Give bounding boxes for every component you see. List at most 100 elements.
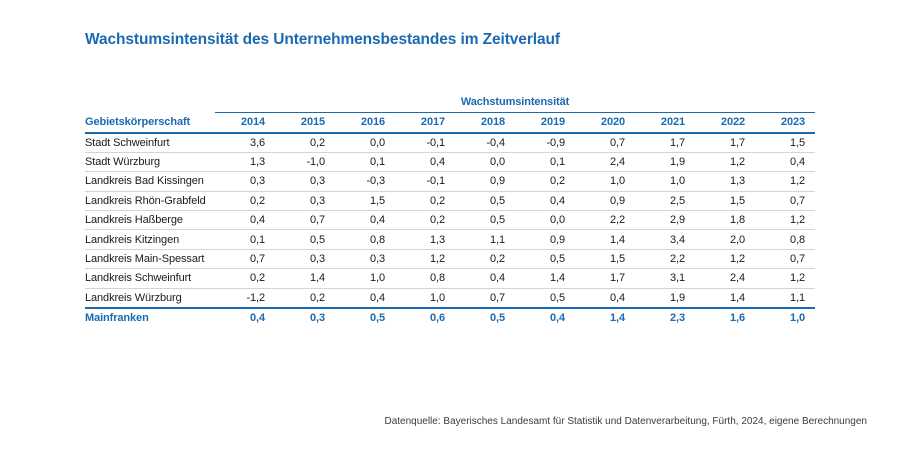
cell-value: 1,9 (635, 152, 695, 173)
cell-value: 0,2 (275, 133, 335, 153)
row-label: Stadt Schweinfurt (85, 133, 215, 153)
cell-value: 0,3 (275, 191, 335, 212)
row-label: Landkreis Würzburg (85, 288, 215, 309)
cell-value: 1,6 (730, 311, 745, 324)
cell-value: 1,2 (395, 249, 455, 270)
column-header-year: 2017 (395, 112, 455, 134)
cell-value: 0,3 (275, 249, 335, 270)
cell-value: 3,6 (215, 133, 275, 153)
table-row: Landkreis Bad Kissingen 0,3 0,3 -0,3 -0,1 0,9… (85, 171, 816, 192)
cell-value: 1,0 (790, 311, 806, 324)
cell-value: 1,7 (695, 133, 755, 153)
cell-value: 1,4 (575, 229, 635, 250)
cell-value: 0,4 (755, 152, 816, 173)
cell-value: -0,1 (395, 171, 455, 192)
cell-value: -1,0 (275, 152, 335, 173)
cell-value: 1,5 (755, 133, 816, 153)
row-label: Landkreis Haßberge (85, 210, 215, 231)
cell-value: 1,0 (575, 171, 635, 192)
cell-value: 0,4 (455, 268, 515, 289)
cell-value: 1,2 (695, 152, 755, 173)
cell-value: 0,5 (490, 311, 505, 324)
year-header-row: Gebietskörperschaft 2014 2015 2016 2017 2018… (85, 112, 816, 134)
cell-value: 0,5 (455, 210, 515, 231)
page-title: Wachstumsintensität des Unternehmensbest… (85, 31, 560, 48)
cell-value: 1,8 (695, 210, 755, 231)
cell-value: 3,1 (635, 268, 695, 289)
cell-value: 2,2 (635, 249, 695, 270)
column-header-year: 2023 (755, 112, 816, 134)
cell-value: 0,2 (215, 268, 275, 289)
cell-value: 1,7 (575, 268, 635, 289)
cell-value: 1,0 (335, 268, 395, 289)
cell-value: 0,7 (755, 249, 816, 270)
cell-value: 1,7 (635, 133, 695, 153)
cell-value: 0,2 (275, 288, 335, 309)
table-row: Landkreis Rhön-Grabfeld 0,2 0,3 1,5 0,2 0,5 0,… (85, 191, 816, 212)
cell-value: 1,0 (635, 171, 695, 192)
cell-value: 1,2 (755, 171, 816, 192)
table-row: Landkreis Kitzingen 0,1 0,5 0,8 1,3 1,1 0,9 1,4… (85, 229, 816, 250)
row-label: Landkreis Rhön-Grabfeld (85, 191, 215, 212)
cell-value: 1,3 (395, 229, 455, 250)
column-header-year: 2014 (215, 112, 275, 134)
column-header-year: 2018 (455, 112, 515, 134)
cell-value: 0,7 (575, 133, 635, 153)
cell-value: 0,6 (430, 311, 445, 324)
cell-value: 2,0 (695, 229, 755, 250)
cell-value: 2,3 (670, 311, 685, 324)
cell-value: 1,4 (515, 268, 575, 289)
table-row: Landkreis Würzburg -1,2 0,2 0,4 1,0 0,7 0,5 0,4… (85, 288, 816, 309)
cell-value: 1,2 (755, 210, 816, 231)
cell-value: 1,0 (395, 288, 455, 309)
table-header: Wachstumsintensität Gebietskörperschaft … (85, 90, 816, 134)
cell-value: -0,3 (335, 171, 395, 192)
cell-value: 1,5 (575, 249, 635, 270)
table-row: Stadt Schweinfurt 3,6 0,2 0,0 -0,1 -0,4 -0,9 0,… (85, 133, 816, 153)
cell-value: 0,1 (335, 152, 395, 173)
cell-value: 0,7 (215, 249, 275, 270)
cell-value: 0,8 (395, 268, 455, 289)
table-body: Stadt Schweinfurt 3,6 0,2 0,0 -0,1 -0,4 -0,9 0,… (85, 133, 816, 327)
column-header-year: 2016 (335, 112, 395, 134)
cell-value: 0,5 (275, 229, 335, 250)
cell-value: 2,9 (635, 210, 695, 231)
group-header-row: Wachstumsintensität (85, 90, 816, 113)
cell-value: 0,0 (515, 210, 575, 231)
cell-value: 0,1 (215, 229, 275, 250)
cell-value: 0,4 (550, 311, 565, 324)
cell-value: 0,2 (395, 210, 455, 231)
cell-value: 1,1 (755, 288, 816, 309)
cell-value: 1,5 (335, 191, 395, 212)
cell-value: 1,4 (275, 268, 335, 289)
cell-value: -0,9 (515, 133, 575, 153)
cell-value: 0,1 (515, 152, 575, 173)
cell-value: -1,2 (215, 288, 275, 309)
cell-value: 1,2 (755, 268, 816, 289)
row-label: Landkreis Bad Kissingen (85, 171, 215, 192)
data-source-note: Datenquelle: Bayerisches Landesamt für S… (384, 416, 867, 427)
cell-value: 0,4 (250, 311, 265, 324)
cell-value: 0,5 (515, 288, 575, 309)
cell-value: 0,2 (515, 171, 575, 192)
row-label: Landkreis Main-Spessart (85, 249, 215, 270)
cell-value: 0,3 (310, 311, 325, 324)
total-row: Mainfranken 0,4 0,3 0,5 0,6 0,5 0,4 1,4 2,3 1,6 1,… (85, 308, 815, 327)
cell-value: 0,2 (395, 191, 455, 212)
table-row: Landkreis Main-Spessart 0,7 0,3 0,3 1,2 0,2 0,… (85, 249, 816, 270)
row-label: Mainfranken (85, 311, 149, 324)
cell-value: 0,4 (335, 210, 395, 231)
cell-value: 2,4 (575, 152, 635, 173)
cell-value: 0,5 (455, 191, 515, 212)
cell-value: 2,5 (635, 191, 695, 212)
column-header-year: 2022 (695, 112, 755, 134)
growth-intensity-table: Wachstumsintensität Gebietskörperschaft … (85, 90, 816, 327)
cell-value: 0,4 (575, 288, 635, 309)
cell-value: 0,3 (275, 171, 335, 192)
cell-value: 0,3 (215, 171, 275, 192)
cell-value: 0,4 (395, 152, 455, 173)
cell-value: 0,4 (335, 288, 395, 309)
cell-value: 0,4 (515, 191, 575, 212)
cell-value: 1,5 (695, 191, 755, 212)
cell-value: 1,4 (695, 288, 755, 309)
